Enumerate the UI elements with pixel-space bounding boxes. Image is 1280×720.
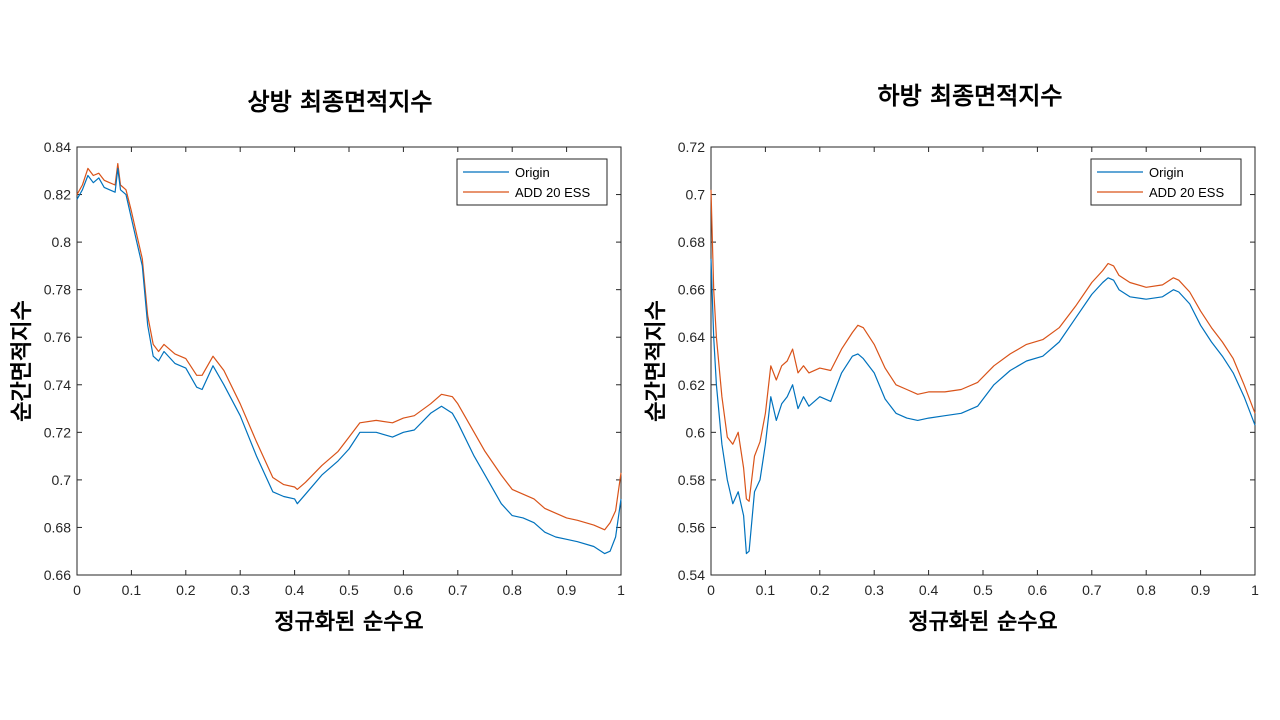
y-tick-label: 0.78	[44, 282, 71, 298]
plot-area	[76, 146, 622, 576]
y-tick-label: 0.64	[678, 329, 705, 345]
x-tick-label: 0.3	[864, 582, 884, 598]
y-tick-label: 0.56	[678, 519, 705, 535]
x-tick-label: 0.8	[1136, 582, 1156, 598]
x-tick-label: 0	[707, 582, 715, 598]
x-tick-label: 0	[73, 582, 81, 598]
series-line-origin	[710, 258, 1256, 555]
x-tick-label: 1	[617, 582, 625, 598]
y-tick-label: 0.72	[678, 139, 705, 155]
legend-label: Origin	[1149, 165, 1184, 180]
x-tick-label: 0.4	[919, 582, 939, 598]
x-tick-label: 0.4	[285, 582, 305, 598]
y-tick-label: 0.84	[44, 139, 71, 155]
y-tick-label: 0.66	[678, 282, 705, 298]
x-axis-label: 정규화된 순수요	[274, 610, 423, 635]
x-tick-label: 0.9	[1191, 582, 1211, 598]
x-tick-label: 0.2	[176, 582, 196, 598]
x-tick-label: 0.5	[973, 582, 993, 598]
legend-label: Origin	[515, 165, 550, 180]
chart-title: 상방 최종면적지수	[247, 88, 433, 116]
y-tick-label: 0.6	[686, 424, 706, 440]
y-tick-label: 0.72	[44, 424, 71, 440]
x-tick-label: 0.6	[394, 582, 414, 598]
x-tick-label: 0.5	[339, 582, 359, 598]
x-tick-label: 0.2	[810, 582, 830, 598]
chart-title: 하방 최종면적지수	[877, 82, 1063, 110]
legend-box	[456, 158, 608, 206]
y-tick-label: 0.58	[678, 472, 705, 488]
plot-area	[710, 146, 1256, 576]
legend-box	[1090, 158, 1242, 206]
x-tick-label: 0.1	[122, 582, 142, 598]
y-tick-label: 0.68	[44, 519, 71, 535]
y-tick-label: 0.76	[44, 329, 71, 345]
y-tick-label: 0.82	[44, 187, 71, 203]
x-axis-label: 정규화된 순수요	[908, 610, 1057, 635]
x-tick-label: 0.3	[230, 582, 250, 598]
series-line-add-20-ess	[76, 163, 622, 531]
series-line-add-20-ess	[710, 189, 1256, 502]
y-tick-label: 0.7	[686, 187, 706, 203]
series-line-origin	[76, 167, 622, 555]
x-tick-label: 0.1	[756, 582, 776, 598]
x-tick-label: 0.8	[502, 582, 522, 598]
y-tick-label: 0.62	[678, 377, 705, 393]
x-tick-label: 0.7	[448, 582, 468, 598]
legend-label: ADD 20 ESS	[515, 185, 590, 200]
legend-label: ADD 20 ESS	[1149, 185, 1224, 200]
x-tick-label: 0.6	[1028, 582, 1048, 598]
chart-panel-upper: 상방 최종면적지수 0 0.1 0.2 0.3 0.4 0.5 0.6 0.7 0.8 0.9 1 0…	[10, 88, 625, 635]
y-tick-label: 0.66	[44, 567, 71, 583]
y-tick-label: 0.7	[52, 472, 72, 488]
y-tick-label: 0.74	[44, 377, 71, 393]
chart-upper: 0 0.1 0.2 0.3 0.4 0.5 0.6 0.7 0.8 0.9 1 0.66 0.68 0.7…	[10, 139, 625, 635]
y-axis-label: 순간면적지수	[10, 300, 35, 421]
x-tick-label: 0.9	[557, 582, 577, 598]
x-tick-label: 0.7	[1082, 582, 1102, 598]
x-tick-label: 1	[1251, 582, 1259, 598]
y-tick-label: 0.8	[52, 234, 72, 250]
y-tick-label: 0.68	[678, 234, 705, 250]
y-tick-label: 0.54	[678, 567, 705, 583]
y-axis-label: 순간면적지수	[644, 300, 669, 421]
